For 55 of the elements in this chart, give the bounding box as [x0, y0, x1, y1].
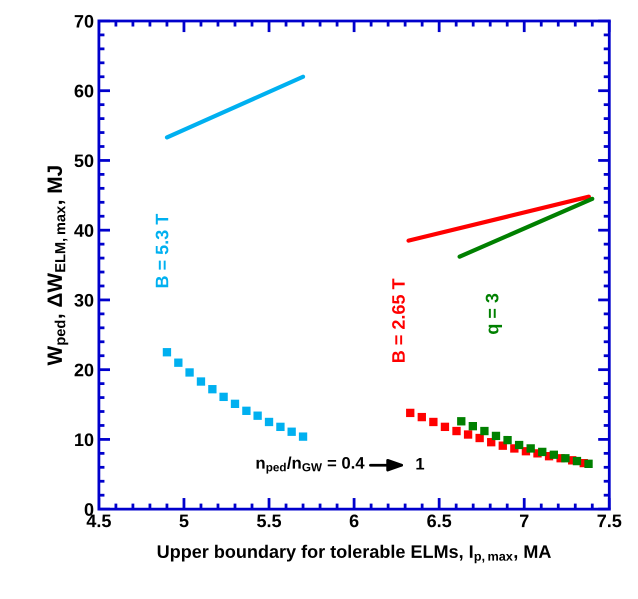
point: [208, 385, 217, 394]
point: [196, 377, 206, 386]
text: B = 5.3 T: [156, 214, 168, 288]
point: [287, 428, 296, 436]
x-tick-label: 7.5: [598, 514, 622, 528]
point: [276, 422, 285, 432]
point: [440, 422, 450, 432]
point: [174, 358, 183, 367]
x-tick-label: 7: [520, 514, 528, 528]
point: [162, 348, 172, 356]
point: [480, 426, 489, 436]
y-tick-label: 30: [74, 294, 94, 307]
point: [475, 434, 484, 442]
y-axis-title: W$_{ped}$, ΔW$_{ELM,max}$, MJ: [48, 166, 68, 366]
y-tick-label: 40: [74, 224, 94, 237]
point: [298, 432, 308, 441]
point: [464, 430, 472, 439]
y-tick-label: 0: [84, 503, 94, 516]
point: [503, 436, 512, 444]
point: [253, 412, 262, 420]
point: [185, 368, 194, 377]
point: [526, 444, 535, 453]
y-tick-label: 10: [75, 433, 94, 446]
point: [219, 392, 228, 402]
x-axis-title: Upper boundary for tolerable ELMs, I$_{p,max}$, MA: [158, 544, 551, 564]
point: [584, 460, 593, 468]
point: [242, 406, 251, 415]
text: B = 2.65 T: [392, 278, 405, 362]
point: [468, 422, 478, 430]
point: [429, 418, 438, 426]
x-tick-label: 4.5: [86, 514, 111, 528]
y-tick-label: 60: [74, 84, 94, 98]
point: [492, 432, 500, 440]
x-tick-label: 5: [179, 514, 188, 528]
annotation: 1: [416, 458, 424, 470]
point: [406, 408, 414, 418]
point: [452, 426, 461, 436]
text: q = 3: [486, 294, 502, 334]
point: [572, 456, 582, 466]
point: [487, 438, 496, 446]
y-tick-label: 70: [74, 14, 94, 28]
y-tick-label: 20: [74, 364, 94, 376]
point: [561, 454, 570, 462]
y-tick-label: 50: [74, 154, 94, 168]
point: [538, 448, 546, 456]
point: [457, 417, 466, 426]
x-tick-label: 6: [350, 514, 358, 528]
annotation: n$_{ped}$/n$_{GW}$ = 0.4: [256, 456, 364, 474]
point: [264, 418, 274, 426]
point: [550, 450, 558, 459]
x-tick-label: 6.5: [427, 514, 452, 528]
point: [230, 400, 240, 408]
point: [514, 440, 524, 450]
x-tick-label: 5.5: [257, 514, 282, 528]
point: [418, 412, 426, 422]
